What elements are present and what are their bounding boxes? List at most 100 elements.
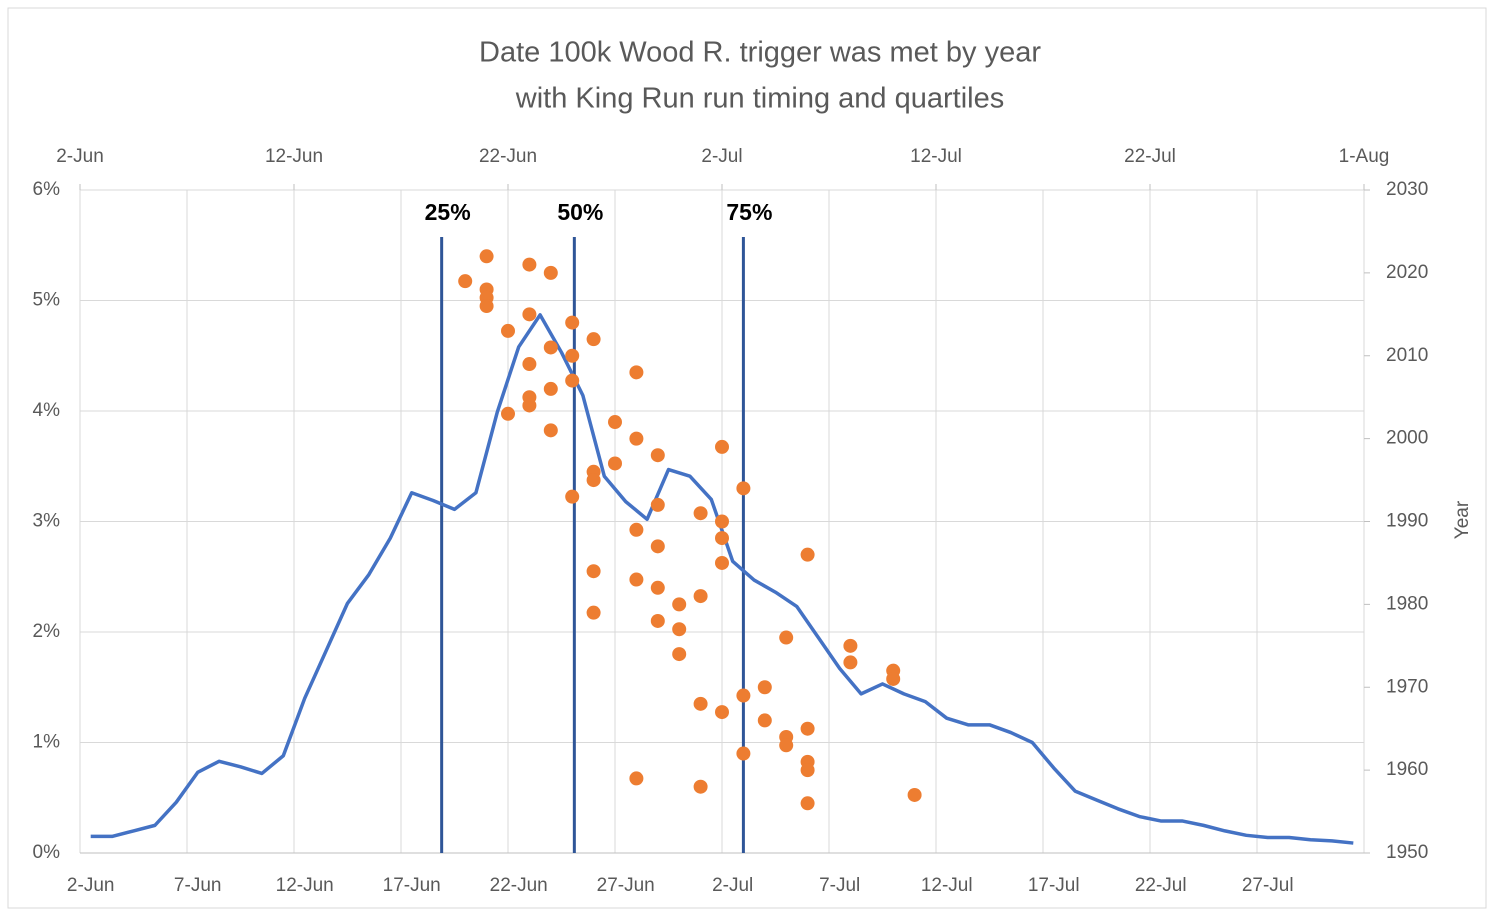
scatter-point — [672, 597, 687, 612]
y2-tick-label: 2030 — [1386, 179, 1428, 200]
scatter-point — [800, 721, 815, 736]
x-tick-label: 27-Jun — [597, 875, 655, 896]
scatter-point — [800, 796, 815, 811]
scatter-point — [736, 481, 751, 496]
x-tick-label: 7-Jun — [174, 875, 222, 896]
scatter-point — [672, 622, 687, 637]
y-tick-label: 6% — [33, 179, 61, 200]
scatter-point — [715, 705, 729, 720]
y2-axis-label: Year — [1452, 500, 1473, 539]
scatter-point — [736, 688, 751, 703]
quartile-label: 25% — [425, 199, 471, 225]
scatter-point — [501, 323, 515, 338]
y-tick-label: 1% — [33, 732, 61, 753]
scatter-point — [736, 746, 751, 761]
y-tick-label: 0% — [33, 842, 61, 863]
scatter-point — [800, 763, 815, 778]
x-tick-label: 12-Jul — [921, 875, 973, 896]
scatter-point — [522, 257, 537, 272]
scatter-point — [543, 265, 558, 280]
scatter-point — [650, 497, 665, 512]
scatter-point — [629, 365, 644, 380]
x-tick-label: 12-Jun — [276, 875, 334, 896]
scatter-point — [693, 696, 708, 711]
x-tick-label: 17-Jun — [383, 875, 441, 896]
scatter-point — [757, 680, 772, 695]
scatter-point — [650, 448, 665, 463]
scatter-point — [650, 613, 665, 628]
x-top-tick-label: 2-Jun — [56, 146, 104, 167]
scatter-point — [565, 489, 580, 504]
scatter-point — [715, 439, 729, 454]
x-tick-label: 22-Jul — [1135, 875, 1187, 896]
x-top-tick-label: 22-Jul — [1124, 146, 1176, 167]
x-top-tick-label: 22-Jun — [479, 146, 537, 167]
scatter-point — [543, 381, 558, 396]
scatter-point — [843, 638, 858, 653]
scatter-point — [629, 431, 644, 446]
line-series — [90, 313, 1354, 845]
scatter-point — [543, 340, 558, 355]
scatter-point — [800, 547, 815, 562]
scatter-point — [843, 655, 858, 670]
scatter-point — [886, 671, 901, 686]
scatter-point — [650, 539, 665, 554]
y2-tick-label: 2010 — [1386, 345, 1428, 366]
chart-frame — [7, 7, 1487, 909]
scatter-point — [907, 787, 922, 802]
scatter-point — [479, 299, 494, 314]
scatter-point — [586, 564, 601, 579]
scatter-point — [608, 456, 622, 471]
scatter-point — [693, 506, 708, 521]
scatter-point — [501, 406, 515, 421]
scatter-point — [565, 315, 580, 330]
scatter-point — [650, 580, 665, 595]
y-tick-label: 2% — [33, 621, 61, 642]
x-tick-label: 7-Jul — [819, 875, 860, 896]
x-tick-label: 27-Jul — [1242, 875, 1294, 896]
scatter-point — [629, 771, 644, 786]
x-tick-label: 2-Jul — [712, 875, 753, 896]
quartile-label: 75% — [726, 199, 772, 225]
scatter-point — [522, 357, 537, 372]
y2-tick-label: 1950 — [1386, 842, 1428, 863]
y2-tick-label: 1970 — [1386, 676, 1428, 697]
y2-tick-label: 2000 — [1386, 428, 1428, 449]
scatter-point — [586, 332, 601, 347]
x-top-tick-label: 1-Aug — [1339, 146, 1390, 167]
scatter-point — [693, 779, 708, 794]
y2-tick-label: 1990 — [1386, 511, 1428, 532]
chart-subtitle: with King Run run timing and quartiles — [515, 83, 1004, 115]
scatter-point — [586, 473, 601, 488]
x-tick-label: 2-Jun — [67, 875, 115, 896]
scatter-point — [543, 423, 558, 438]
scatter-point — [565, 373, 580, 388]
x-top-tick-label: 12-Jul — [910, 146, 962, 167]
scatter-point — [629, 522, 644, 537]
scatter-point — [672, 647, 687, 662]
scatter-point — [693, 589, 708, 604]
x-tick-label: 22-Jun — [490, 875, 548, 896]
scatter-point — [757, 713, 772, 728]
y2-tick-label: 1980 — [1386, 593, 1428, 614]
x-tick-label: 17-Jul — [1028, 875, 1080, 896]
x-top-tick-label: 2-Jul — [701, 146, 742, 167]
y2-tick-label: 1960 — [1386, 759, 1428, 780]
scatter-point — [608, 415, 622, 430]
scatter-point — [479, 249, 494, 264]
scatter-point — [458, 274, 473, 289]
scatter-point — [779, 630, 794, 645]
y-tick-label: 3% — [33, 511, 61, 532]
x-top-tick-label: 12-Jun — [265, 146, 323, 167]
scatter-point — [715, 514, 729, 529]
scatter-point — [522, 307, 537, 322]
y-tick-label: 5% — [33, 290, 61, 311]
scatter-point — [715, 531, 729, 546]
scatter-point — [522, 398, 537, 413]
quartile-label: 50% — [557, 199, 603, 225]
scatter-point — [586, 605, 601, 620]
y-tick-label: 4% — [33, 400, 61, 421]
chart-title: Date 100k Wood R. trigger was met by yea… — [479, 37, 1041, 69]
y2-tick-label: 2020 — [1386, 262, 1428, 283]
